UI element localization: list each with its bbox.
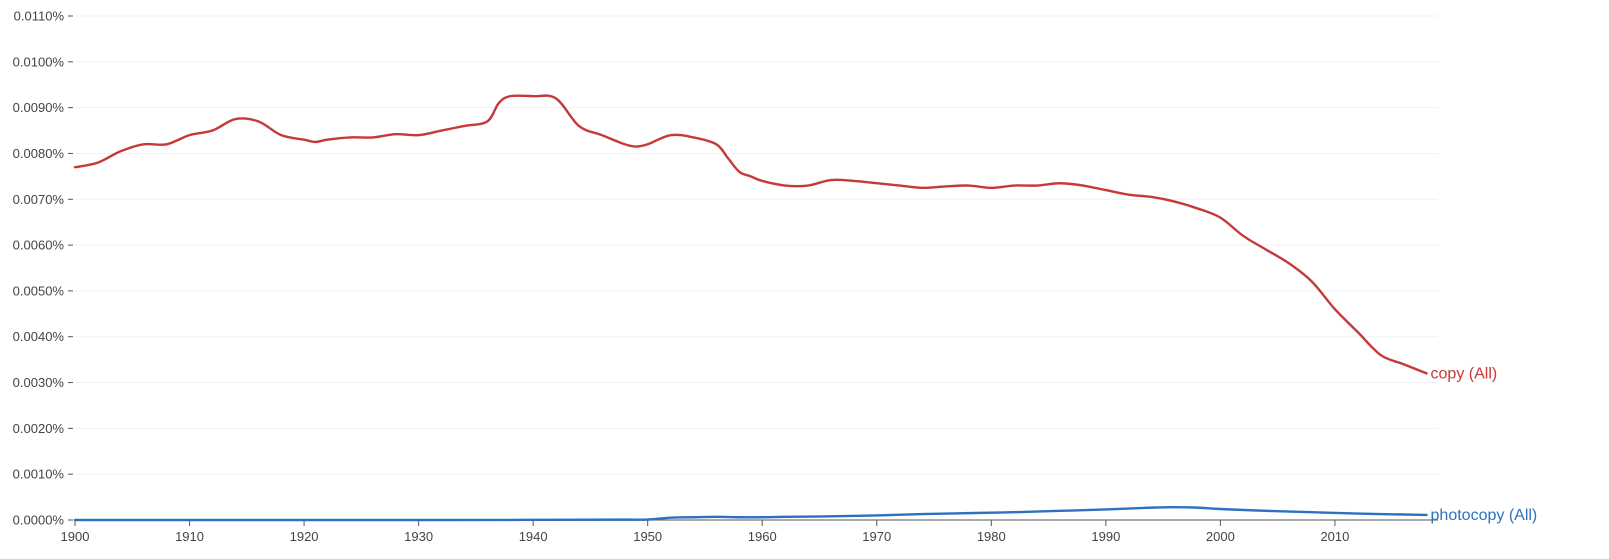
x-tick-label: 2000 [1206,529,1235,544]
x-tick-label: 1970 [862,529,891,544]
series-labels: copy (All) photocopy (All) [1431,365,1538,524]
y-axis: 0.0000% 0.0010% 0.0020% 0.0030% 0.0040% 0.005… [13,9,73,528]
series-line-copy-all [73,94,1428,375]
y-tick-label: 0.0030% [13,375,65,390]
x-tick-label: 1990 [1091,529,1120,544]
series-label-copy-all: copy (All) [1431,365,1498,382]
x-tick-label: 2010 [1320,529,1349,544]
y-tick-label: 0.0060% [13,238,65,253]
x-tick-label: 1900 [61,529,90,544]
y-tick-label: 0.0020% [13,421,65,436]
x-tick-label: 1960 [748,529,777,544]
y-tick-label: 0.0000% [13,513,65,528]
x-tick-label: 1980 [977,529,1006,544]
y-tick-label: 0.0050% [13,283,65,298]
series-label-photocopy-all: photocopy (All) [1431,507,1538,524]
y-tick-label: 0.0110% [14,9,65,24]
x-tick-label: 1950 [633,529,662,544]
x-tick-label: 1920 [290,529,319,544]
y-tick-label: 0.0040% [13,329,65,344]
series-lines [73,94,1428,522]
x-tick-label: 1930 [404,529,433,544]
x-tick-label: 1940 [519,529,548,544]
x-tick-label: 1910 [175,529,204,544]
y-tick-label: 0.0090% [13,100,65,115]
x-axis: 1900 1910 1920 1930 1940 1950 1960 1970 1980 1990… [61,519,1438,544]
y-tick-label: 0.0070% [13,192,65,207]
grid-lines [75,15,1438,475]
y-tick-label: 0.0080% [13,146,65,161]
series-line-photocopy-all [73,505,1428,522]
y-tick-label: 0.0010% [13,467,65,482]
y-tick-label: 0.0100% [13,54,65,69]
